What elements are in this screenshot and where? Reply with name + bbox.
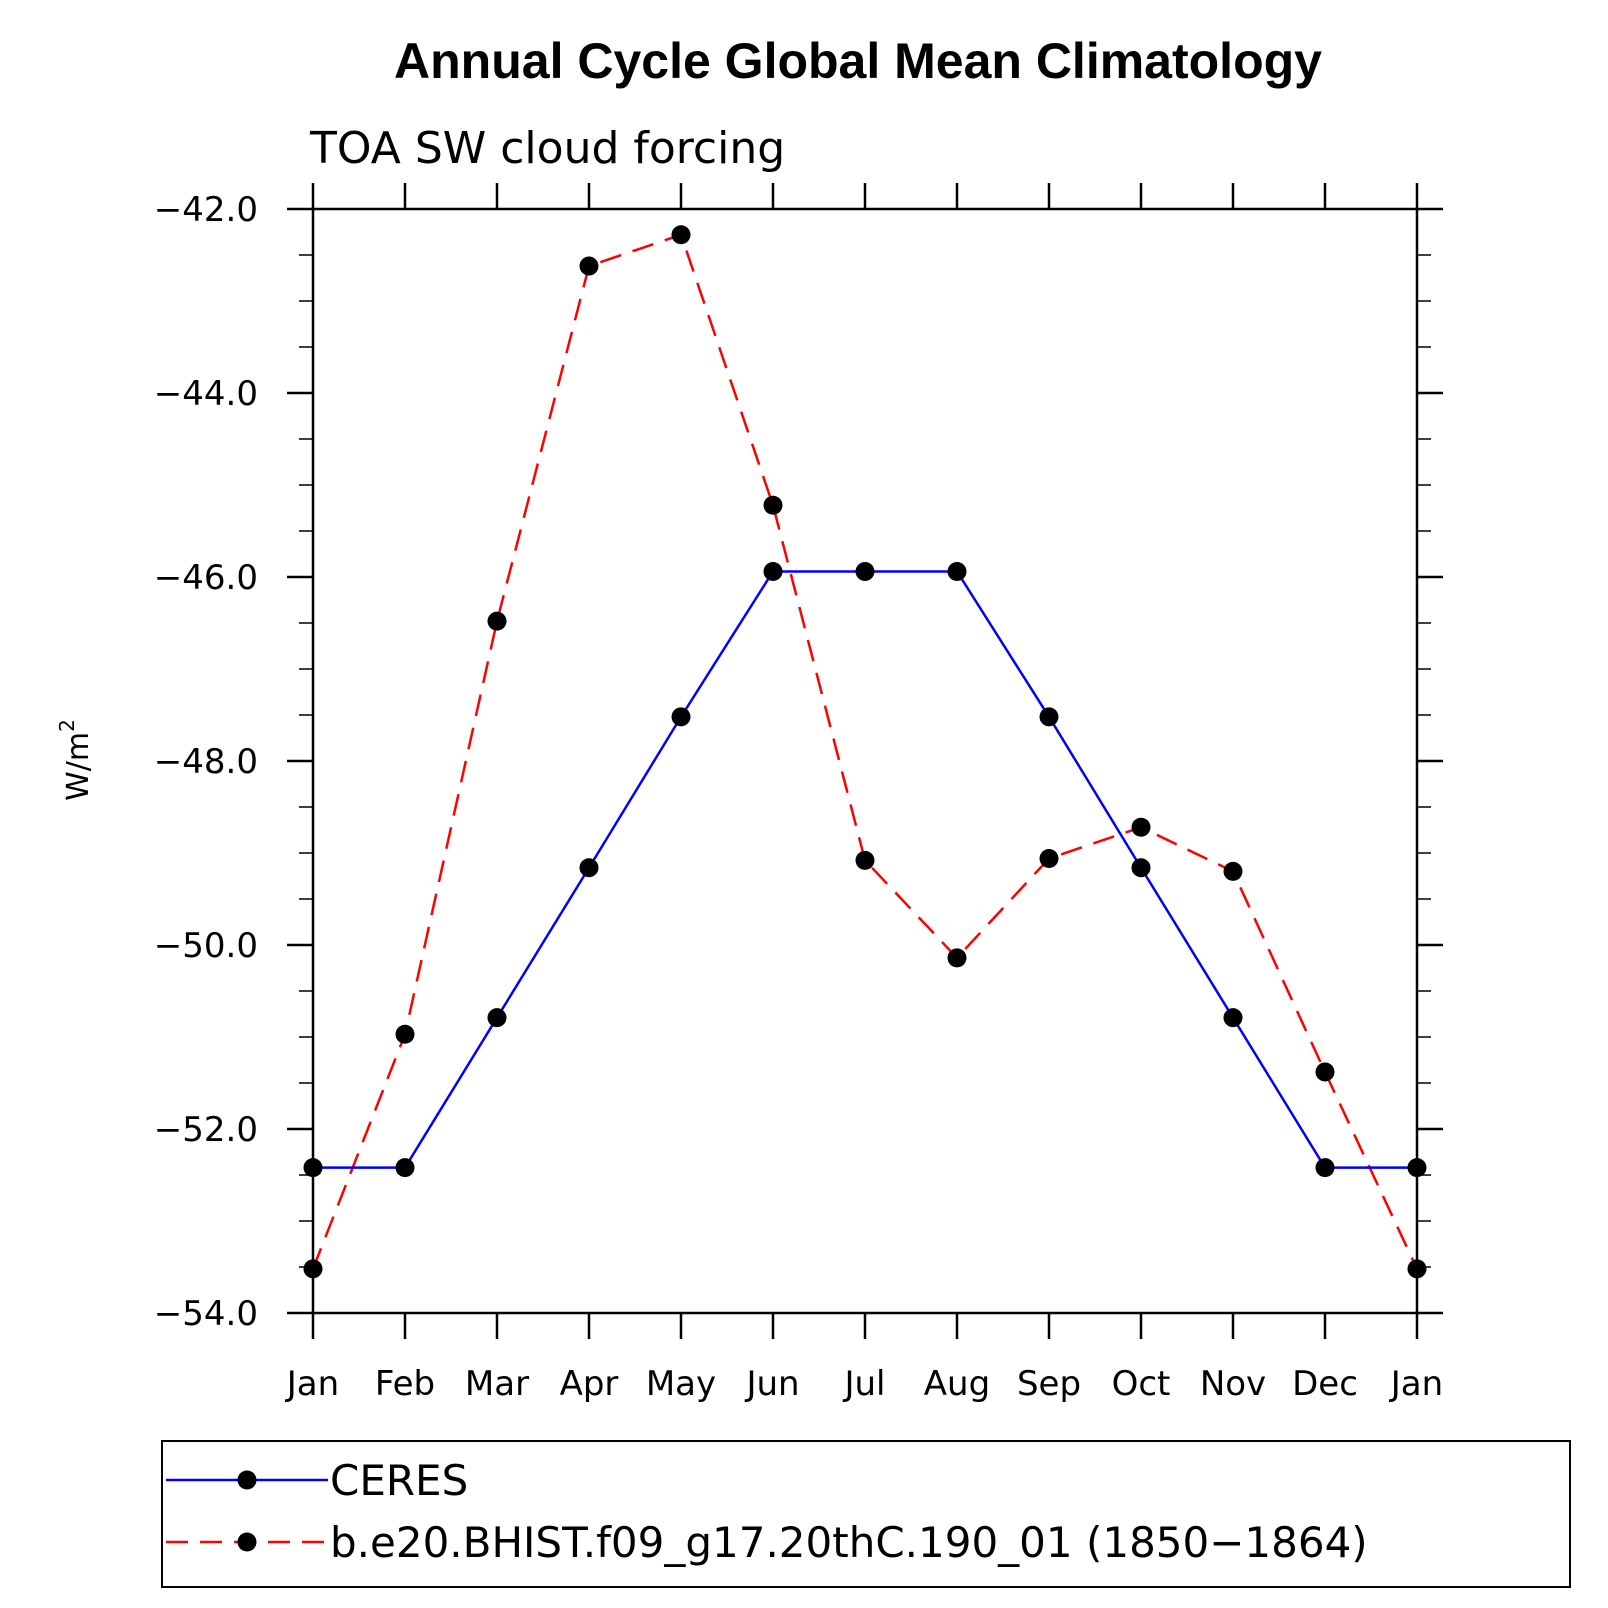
x-tick-label: Oct [1112,1364,1171,1404]
y-tick-label: −42.0 [154,190,258,230]
x-tick-label: Jul [842,1364,885,1404]
data-point [1223,1008,1243,1028]
data-point [1039,707,1059,727]
data-point [763,495,783,515]
svg-text:W/m2: W/m2 [55,719,96,801]
y-tick-label: −52.0 [154,1110,258,1150]
legend-items: CERES b.e20.BHIST.f09_g17.20thC.190_01 (1… [166,1456,1368,1567]
legend-label-0: CERES [330,1456,468,1505]
series-layer [303,225,1427,1279]
data-point [1315,1158,1335,1178]
x-tick-label: Dec [1292,1364,1358,1404]
x-tick-label: Nov [1200,1364,1266,1404]
chart-subtitle: TOA SW cloud forcing [309,123,785,174]
data-point [763,561,783,581]
legend-marker-1 [237,1532,257,1552]
x-tick-label: Aug [924,1364,990,1404]
y-tick-label: −48.0 [154,742,258,782]
data-point [579,858,599,878]
x-tick-label: Jan [1389,1364,1443,1404]
data-point [1039,849,1059,869]
y-tick-label: −50.0 [154,926,258,966]
y-axis-label: W/m2 [55,719,96,801]
legend-box [161,1440,1571,1588]
data-point [303,1259,323,1279]
data-point [855,561,875,581]
chart-title: Annual Cycle Global Mean Climatology [394,33,1322,89]
data-point [395,1158,415,1178]
y-axis-label-text: W/m [61,732,96,801]
data-point [1223,861,1243,881]
data-point [487,611,507,631]
y-tick-label: −54.0 [154,1294,258,1334]
x-tick-label: Mar [465,1364,529,1404]
data-point [1131,858,1151,878]
data-point [947,561,967,581]
legend-label-1: b.e20.BHIST.f09_g17.20thC.190_01 (1850−1… [330,1518,1368,1567]
x-tick-label: Jun [744,1364,799,1404]
x-tick-label: May [646,1364,716,1404]
data-point [855,850,875,870]
data-point [947,948,967,968]
data-point [395,1024,415,1044]
x-tick-label: Apr [560,1364,619,1404]
data-point [1131,817,1151,837]
legend-marker-0 [237,1470,257,1490]
y-tick-label: −46.0 [154,558,258,598]
data-point [579,256,599,276]
y-tick-label: −44.0 [154,374,258,414]
plot-frame [311,207,1419,1315]
x-tick-labels: Jan Feb Mar Apr May Jun Jul Aug Sep Oct Nov Dec Jan [285,1364,1443,1404]
axis-ticks [287,183,1443,1339]
data-point [671,707,691,727]
x-tick-label: Jan [285,1364,339,1404]
x-tick-label: Feb [375,1364,435,1404]
legend: CERES b.e20.BHIST.f09_g17.20thC.190_01 (1… [161,1440,1571,1588]
y-axis-label-superscript: 2 [55,719,79,732]
data-point [487,1008,507,1028]
data-point [671,225,691,245]
data-point [1407,1259,1427,1279]
x-tick-label: Sep [1017,1364,1081,1404]
data-point [1407,1158,1427,1178]
data-point [1315,1062,1335,1082]
y-tick-labels: −42.0 −44.0 −46.0 −48.0 −50.0 −52.0 −54.0 [154,190,258,1334]
data-point [303,1158,323,1178]
series-line-model [311,233,1419,1270]
